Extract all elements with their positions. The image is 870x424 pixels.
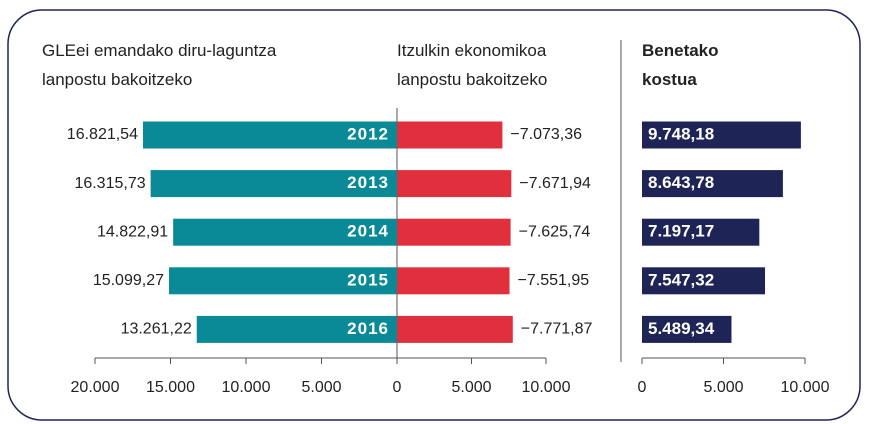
value-label: 7.547,32 [648,270,714,289]
bar [397,315,513,343]
bar [142,121,397,149]
bar [642,121,801,149]
value-label: 7.197,17 [648,222,714,241]
x-tick-label: 10.000 [522,379,571,396]
value-label: −7.551,95 [518,272,590,289]
bar [397,121,503,149]
value-label: 16.821,54 [67,126,138,143]
series-header: Benetako kostua [642,41,719,89]
x-tick-label: 5.000 [451,379,491,396]
value-label: 15.099,27 [93,272,164,289]
bar [642,267,766,295]
bar [169,267,397,295]
series-header: GLEei emandako diru-laguntza lanpostu ba… [42,41,277,89]
bar [196,315,397,343]
bar [397,267,510,295]
category-label: 2013 [347,173,389,192]
category-label: 2012 [347,124,389,143]
bar [397,170,512,198]
bar [173,218,397,246]
frame [7,9,861,421]
value-label: −7.771,87 [521,321,593,338]
bar [642,218,760,246]
category-label: 2015 [347,270,389,289]
x-tick-label: 5.000 [703,379,743,396]
value-label: −7.625,74 [519,223,591,240]
value-label: 9.748,18 [648,124,714,143]
category-label: 2016 [347,319,389,338]
x-tick-label: 20.000 [71,379,120,396]
value-label: 16.315,73 [74,175,145,192]
value-label: 13.261,22 [121,321,192,338]
value-label: 5.489,34 [648,319,715,338]
category-label: 2014 [347,222,389,241]
value-label: 14.822,91 [97,223,168,240]
x-tick-label: 15.000 [146,379,195,396]
bar [397,218,511,246]
x-tick-label: 5.000 [301,379,341,396]
value-label: 8.643,78 [648,173,714,192]
series-header: Itzulkin ekonomikoa lanpostu bakoitzeko [397,41,548,89]
bar [642,170,783,198]
bar [642,315,732,343]
value-label: −7.073,36 [510,126,582,143]
x-tick-label: 0 [638,379,647,396]
bar [150,170,397,198]
x-tick-label: 0 [393,379,402,396]
x-tick-label: 10.000 [781,379,830,396]
value-label: −7.671,94 [519,175,591,192]
x-tick-label: 10.000 [222,379,271,396]
